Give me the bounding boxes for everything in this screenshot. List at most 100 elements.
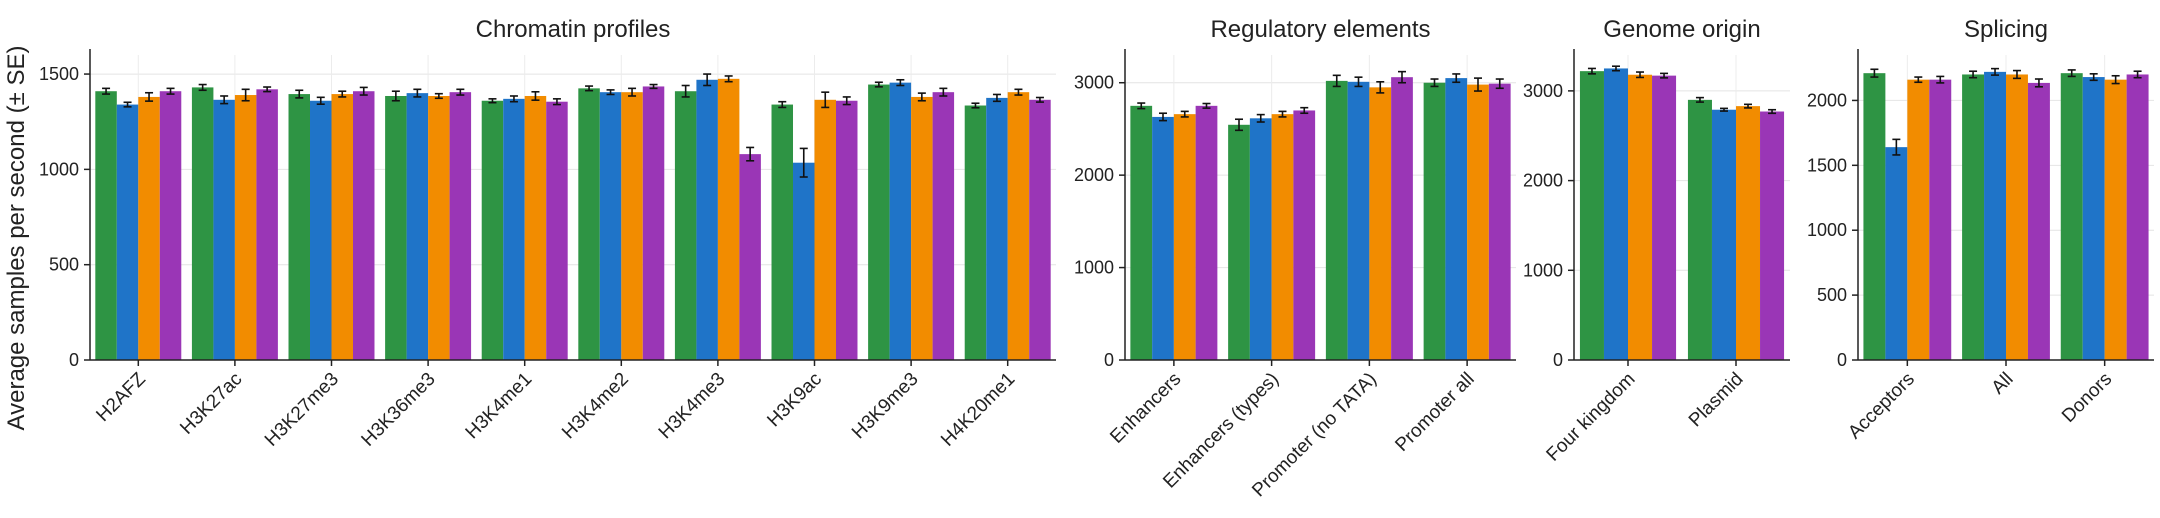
y-tick-label: 1000 bbox=[1523, 260, 1563, 280]
y-tick-label: 1000 bbox=[1807, 220, 1847, 240]
x-tick-label: All bbox=[1988, 369, 2018, 399]
y-tick-label: 0 bbox=[69, 350, 79, 370]
y-tick-label: 1500 bbox=[1807, 155, 1847, 175]
y-tick-label: 2000 bbox=[1523, 171, 1563, 191]
bar bbox=[213, 99, 235, 360]
panel-title: Splicing bbox=[1964, 16, 2048, 43]
x-tick-label: Acceptors bbox=[1844, 369, 1919, 444]
bar bbox=[95, 91, 117, 360]
y-tick-label: 0 bbox=[1837, 350, 1847, 370]
bar bbox=[524, 95, 547, 360]
y-tick-label: 3000 bbox=[1074, 73, 1114, 93]
bar bbox=[1885, 147, 1908, 360]
x-tick-label: H3K4me1 bbox=[462, 369, 537, 444]
bar bbox=[116, 104, 139, 360]
chart-panel: 0 500 1000 1500 H2AFZ H3K27ac H3K27me3 H3K36me3… bbox=[39, 16, 1056, 451]
bar bbox=[696, 79, 718, 360]
bar bbox=[2104, 79, 2127, 360]
bar bbox=[1130, 105, 1153, 360]
bar bbox=[1293, 110, 1316, 360]
bar bbox=[352, 91, 375, 360]
x-tick-label: H3K4me2 bbox=[558, 369, 633, 444]
bar bbox=[835, 100, 858, 360]
bar bbox=[739, 154, 761, 360]
y-tick-label: 1000 bbox=[1074, 258, 1114, 278]
panel-title: Genome origin bbox=[1603, 16, 1760, 43]
chart-panel: 0 1000 2000 3000 Four kingdom Plasmid Genome o… bbox=[1523, 16, 1790, 466]
bar bbox=[1736, 106, 1761, 360]
y-tick-label: 3000 bbox=[1523, 81, 1563, 101]
y-tick-label: 500 bbox=[1817, 285, 1847, 305]
panel-title: Chromatin profiles bbox=[476, 16, 671, 43]
y-tick-label: 500 bbox=[49, 255, 79, 275]
x-tick-label: H3K9me3 bbox=[848, 369, 923, 444]
bar bbox=[546, 101, 568, 360]
bar bbox=[599, 92, 622, 360]
bar bbox=[234, 95, 257, 360]
bar bbox=[964, 105, 987, 360]
x-tick-label: H3K27ac bbox=[176, 369, 246, 439]
bar bbox=[256, 89, 278, 360]
bar bbox=[911, 96, 933, 360]
panel-title: Regulatory elements bbox=[1210, 16, 1430, 43]
chart-panel: 0 500 1000 1500 2000 Acceptors All Donors Splici… bbox=[1807, 16, 2154, 443]
y-tick-label: 2000 bbox=[1074, 165, 1114, 185]
bar bbox=[1711, 109, 1736, 361]
bar bbox=[288, 94, 311, 360]
bar bbox=[159, 91, 182, 360]
bar bbox=[1391, 77, 1413, 360]
x-tick-label: H3K4me3 bbox=[655, 369, 730, 444]
bar bbox=[932, 92, 955, 360]
bar bbox=[503, 98, 525, 360]
bar bbox=[385, 95, 407, 360]
bar bbox=[1579, 71, 1604, 360]
bar bbox=[2027, 82, 2050, 360]
bar bbox=[1029, 99, 1051, 360]
bar bbox=[771, 104, 794, 360]
y-tick-label: 1500 bbox=[39, 64, 79, 84]
x-tick-label: H3K27me3 bbox=[261, 369, 343, 451]
x-tick-label: H3K36me3 bbox=[358, 369, 440, 451]
x-tick-label: Four kingdom bbox=[1543, 369, 1640, 466]
bar bbox=[1445, 78, 1468, 360]
bar bbox=[1325, 80, 1348, 360]
bar bbox=[1760, 111, 1785, 360]
bar bbox=[1249, 118, 1272, 360]
bar bbox=[814, 99, 836, 360]
bar bbox=[2082, 77, 2105, 360]
x-tick-label: Promoter all bbox=[1391, 369, 1478, 456]
bar bbox=[793, 162, 815, 360]
bar bbox=[1228, 124, 1250, 360]
bar bbox=[1687, 99, 1712, 361]
bar bbox=[1488, 83, 1511, 360]
x-tick-label: H2AFZ bbox=[92, 368, 150, 426]
bar bbox=[1962, 74, 1985, 361]
bar bbox=[406, 93, 429, 360]
bar bbox=[1271, 114, 1294, 360]
bar bbox=[621, 92, 643, 360]
bar bbox=[889, 82, 912, 360]
bar bbox=[1423, 82, 1446, 361]
bar bbox=[191, 87, 214, 360]
y-tick-label: 0 bbox=[1553, 350, 1563, 370]
y-tick-label: 1000 bbox=[39, 159, 79, 179]
bar bbox=[1467, 84, 1489, 361]
bar bbox=[1652, 75, 1677, 360]
bar bbox=[1173, 114, 1196, 360]
bar bbox=[868, 84, 890, 360]
bar bbox=[717, 78, 740, 360]
x-tick-label: H4K20me1 bbox=[937, 369, 1019, 451]
x-tick-label: H3K9ac bbox=[763, 369, 826, 432]
bar bbox=[642, 86, 665, 360]
bar bbox=[481, 100, 504, 360]
bar bbox=[2006, 74, 2028, 361]
bar bbox=[449, 92, 472, 360]
bar bbox=[674, 91, 697, 360]
bar bbox=[1369, 87, 1392, 361]
bar bbox=[310, 100, 332, 360]
bar bbox=[578, 88, 600, 360]
bar bbox=[1984, 71, 2006, 360]
bar bbox=[2126, 74, 2149, 361]
